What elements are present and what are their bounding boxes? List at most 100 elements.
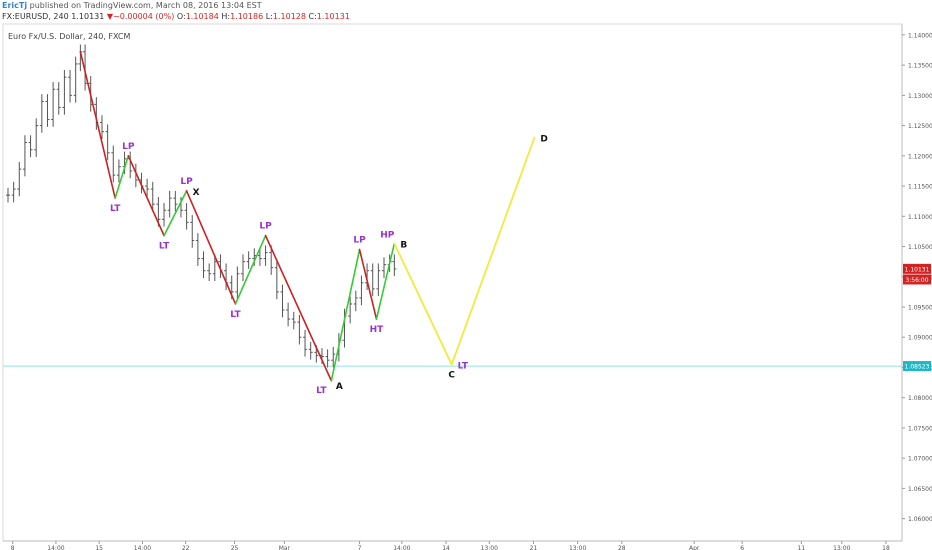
y-tick-label: 1.08000: [908, 395, 932, 402]
price-bar: [376, 263, 381, 297]
price-bar: [359, 275, 364, 306]
publish-info: published on TradingView.com, March 08, …: [29, 1, 262, 10]
y-tick-label: 1.10500: [908, 244, 932, 251]
publish-header: EricTj published on TradingView.com, Mar…: [2, 1, 262, 11]
zigzag-down-leg: [264, 234, 333, 382]
pattern-label: LT: [159, 242, 170, 252]
x-tick-label: 14:00: [134, 545, 151, 550]
price-change: −0.00004 (0%): [113, 12, 175, 21]
x-tick-label: 18: [882, 545, 890, 550]
y-tick-label: 1.13500: [908, 63, 932, 70]
y-tick-label: 1.14000: [908, 32, 932, 39]
price-bar: [105, 124, 110, 161]
zigzag-up-leg: [375, 242, 396, 320]
y-tick-label: 1.06000: [908, 516, 932, 523]
pattern-label: LP: [180, 177, 193, 187]
price-tag: 1.08523: [903, 361, 931, 372]
x-tick-label: 14: [442, 545, 450, 550]
price-bar: [286, 302, 291, 327]
y-tick-label: 1.06500: [908, 486, 932, 493]
chart-title: Euro Fx/U.S. Dollar, 240, FXCM: [8, 32, 131, 41]
x-tick-label: 14:00: [47, 545, 64, 550]
low-value: 1.10128: [272, 12, 306, 21]
price-bar: [353, 290, 358, 312]
price-bar: [365, 263, 370, 291]
price-bar: [392, 254, 397, 277]
price-bar: [68, 69, 73, 103]
price-bar: [201, 251, 206, 278]
price-bar: [51, 82, 56, 127]
price-tag-box: [903, 263, 931, 274]
x-tick-label: 6: [740, 545, 744, 550]
price-tag-label: 3:56:00: [905, 277, 928, 284]
zigzag-down-leg: [79, 51, 116, 199]
price-bar: [190, 215, 195, 248]
zigzag-up-leg: [114, 155, 130, 199]
price-bar: [246, 251, 251, 269]
pattern-label: LT: [316, 386, 327, 396]
close-label: C:: [308, 12, 317, 21]
x-tick-label: 22: [182, 545, 190, 550]
price-bar: [173, 190, 178, 212]
price-bar: [34, 118, 39, 158]
y-tick-label: 1.09000: [908, 335, 932, 342]
price-bar: [235, 266, 240, 300]
y-tick-label: 1.11500: [908, 184, 932, 191]
price-bar: [297, 314, 302, 345]
x-tick-label: 13:00: [481, 545, 498, 550]
price-tag: 1.10131: [903, 263, 931, 274]
y-tick-label: 1.12000: [908, 153, 932, 160]
close-value: 1.10131: [316, 12, 350, 21]
price-bar: [39, 94, 44, 133]
pattern-label: LP: [353, 236, 366, 246]
y-tick-label: 1.07000: [908, 456, 932, 463]
zigzag-down-leg: [185, 190, 237, 305]
pattern-label: LT: [110, 204, 121, 214]
price-bar: [370, 263, 375, 297]
price-tag-box: [903, 361, 931, 372]
symbol-label[interactable]: FX:EURUSD, 240: [2, 12, 69, 21]
price-bar: [28, 135, 33, 158]
pattern-label: B: [400, 240, 407, 250]
author-link[interactable]: EricTj: [2, 1, 28, 10]
price-bar: [45, 94, 50, 127]
price-bar: [150, 181, 155, 212]
high-value: 1.10186: [230, 12, 264, 21]
open-value: 1.10184: [185, 12, 219, 21]
pattern-label: LP: [259, 222, 272, 232]
pattern-label: C: [448, 370, 455, 380]
projection-leg: [393, 242, 453, 366]
price-bar: [331, 346, 336, 368]
pattern-label: A: [336, 382, 343, 392]
pattern-label: LT: [230, 310, 241, 320]
zigzag-down-leg: [127, 155, 165, 237]
projection-leg: [450, 136, 536, 366]
plot-frame: [2, 23, 903, 542]
price-bar: [145, 178, 150, 197]
pattern-label: LP: [122, 142, 135, 152]
pattern-label: LT: [458, 361, 469, 371]
x-tick-label: 14:00: [393, 545, 410, 550]
price-bar: [348, 296, 353, 324]
x-tick-label: 13:00: [833, 545, 850, 550]
x-tick-label: 21: [530, 545, 538, 550]
high-label: H:: [221, 12, 231, 21]
x-tick-label: 7: [358, 545, 362, 550]
y-tick-label: 1.12500: [908, 123, 932, 130]
price-bar: [195, 233, 200, 266]
price-bar: [274, 260, 279, 300]
price-bar: [116, 159, 121, 183]
price-bar: [291, 311, 296, 330]
pattern-label: D: [540, 135, 547, 145]
price-tag-label: 1.10131: [905, 266, 930, 273]
price-bar: [241, 254, 245, 281]
zigzag-down-leg: [358, 248, 378, 320]
x-tick-label: Apr: [689, 545, 700, 550]
price-bar: [11, 181, 16, 203]
zigzag-up-leg: [234, 234, 267, 305]
price-bar: [207, 263, 212, 281]
low-label: L:: [265, 12, 273, 21]
price-bar: [308, 342, 313, 360]
price-bar: [162, 202, 167, 227]
